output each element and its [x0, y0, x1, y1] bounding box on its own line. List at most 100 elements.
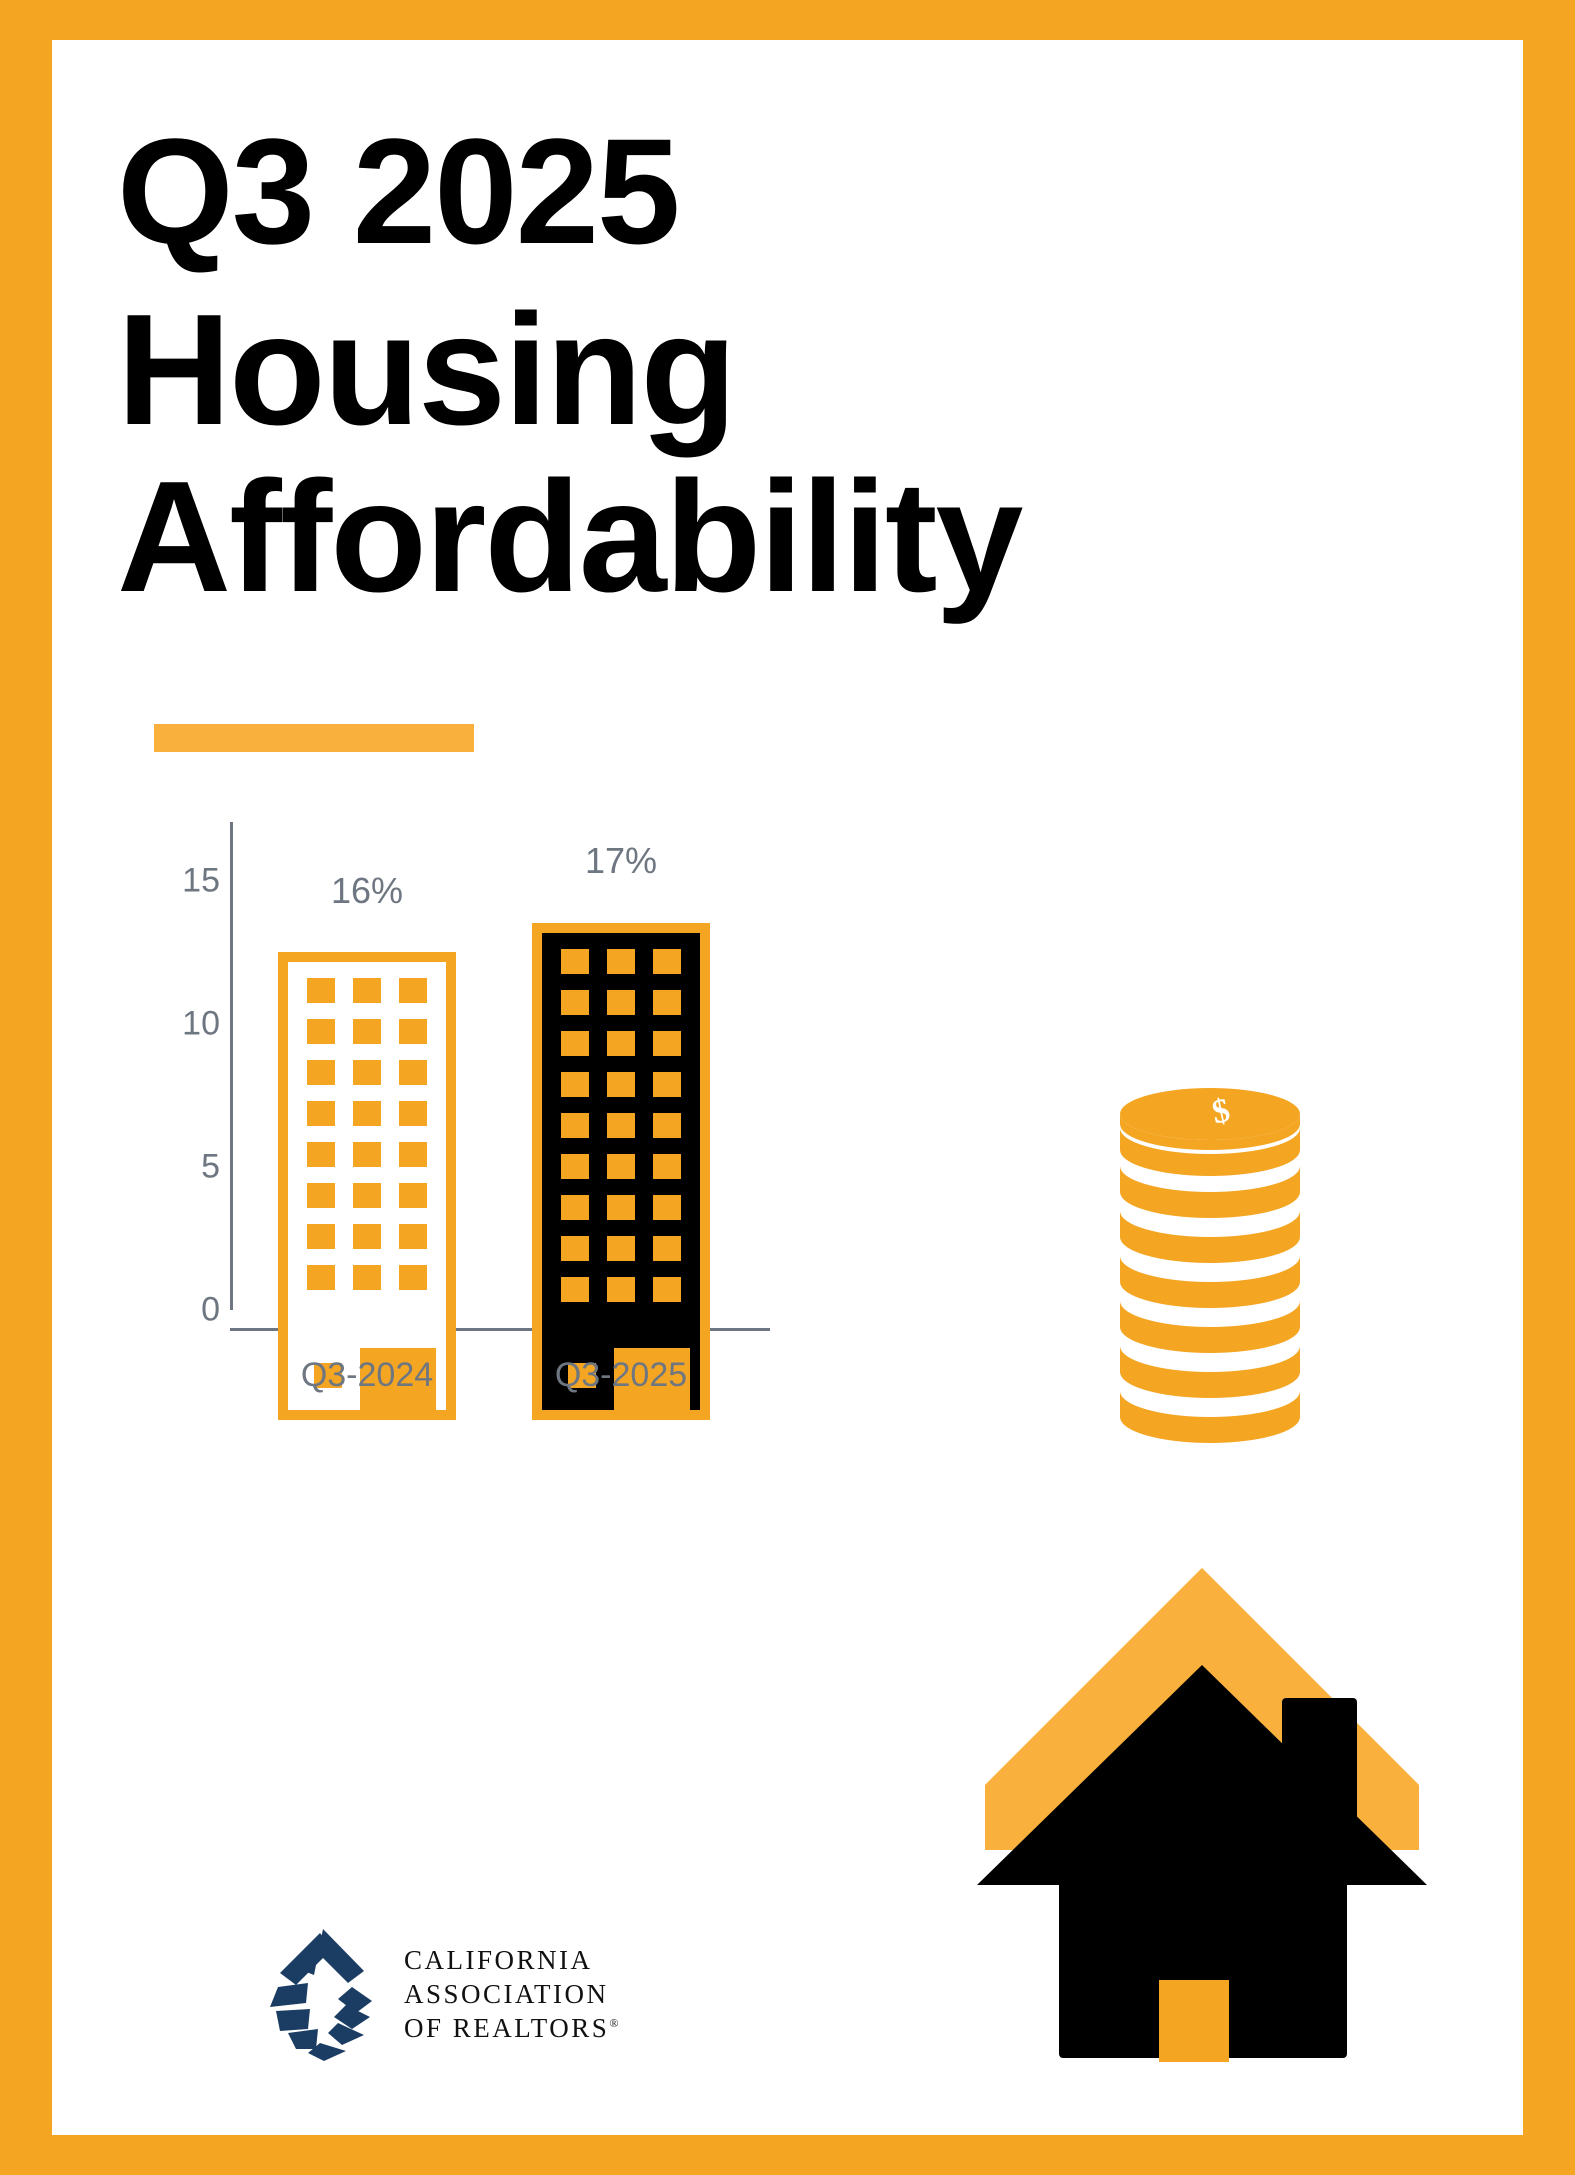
window-icon [399, 978, 427, 1003]
window-icon [307, 1101, 335, 1126]
window-icon [653, 1195, 681, 1220]
window-icon [353, 1019, 381, 1044]
window-icon [399, 1019, 427, 1044]
window-icon [561, 1195, 589, 1220]
coin-stack-icon: $ [1110, 1072, 1310, 1472]
window-icon [653, 1154, 681, 1179]
logo-line-association: ASSOCIATION [404, 1979, 609, 2010]
window-icon [353, 1060, 381, 1085]
y-tick-5: 5 [201, 1147, 220, 1186]
x-label-q3-2024: Q3-2024 [300, 1356, 434, 1394]
window-row [561, 1236, 681, 1261]
window-row [561, 1154, 681, 1179]
poster-inner-card: Q3 2025 Housing Affordability 0 5 10 15 … [52, 40, 1523, 2135]
window-icon [653, 1031, 681, 1056]
entrance-row [288, 1348, 446, 1410]
window-row [307, 1183, 427, 1208]
window-row [561, 1113, 681, 1138]
window-icon [399, 1183, 427, 1208]
window-icon [653, 990, 681, 1015]
window-icon [561, 949, 589, 974]
accent-divider-bar [154, 724, 474, 752]
logo-line-california: CALIFORNIA [404, 1945, 593, 1976]
window-row [307, 1265, 427, 1290]
window-row [561, 1031, 681, 1056]
window-icon [399, 1265, 427, 1290]
bar-value-q3-2024: 16% [330, 870, 404, 911]
window-icon [568, 1363, 596, 1388]
window-icon [607, 1072, 635, 1097]
window-icon [353, 1224, 381, 1249]
window-row [561, 949, 681, 974]
window-icon [307, 1019, 335, 1044]
window-icon [653, 1113, 681, 1138]
x-label-q3-2025: Q3-2025 [554, 1356, 688, 1394]
window-icon [561, 1236, 589, 1261]
y-axis-ticks: 0 5 10 15 [112, 800, 220, 1340]
window-icon [653, 949, 681, 974]
window-row [561, 1072, 681, 1097]
page-title: Q3 2025 Housing Affordability [117, 115, 1457, 618]
registered-mark: ® [609, 2015, 621, 2030]
window-icon [653, 1072, 681, 1097]
window-icon [353, 978, 381, 1003]
title-line-affordability: Affordability [117, 449, 1023, 626]
y-axis-line [230, 822, 233, 1310]
window-icon [399, 1224, 427, 1249]
window-icon [561, 1154, 589, 1179]
y-tick-10: 10 [182, 1004, 220, 1043]
door-icon [360, 1348, 436, 1410]
window-icon [607, 990, 635, 1015]
y-tick-15: 15 [182, 861, 220, 900]
title-line-quarter: Q3 2025 [117, 107, 680, 275]
window-icon [607, 1154, 635, 1179]
window-icon [353, 1101, 381, 1126]
window-icon [399, 1060, 427, 1085]
window-row [561, 990, 681, 1015]
window-icon [653, 1277, 681, 1302]
window-icon [607, 1277, 635, 1302]
window-icon [561, 990, 589, 1015]
window-row [307, 1142, 427, 1167]
bar-value-q3-2025: 17% [584, 840, 658, 881]
window-icon [353, 1265, 381, 1290]
window-icon [607, 1113, 635, 1138]
window-icon [307, 1183, 335, 1208]
window-row [307, 978, 427, 1003]
window-icon [307, 1142, 335, 1167]
title-line-housing: Housing [117, 282, 737, 458]
window-row [307, 1224, 427, 1249]
house-icon [967, 1550, 1437, 2090]
window-icon [607, 1195, 635, 1220]
bar-building-light [278, 952, 456, 1420]
window-icon [607, 1236, 635, 1261]
window-icon [314, 1363, 342, 1388]
window-icon [607, 1031, 635, 1056]
window-icon [561, 1031, 589, 1056]
window-row [307, 1101, 427, 1126]
bar-building-dark [532, 923, 710, 1420]
window-row [561, 1277, 681, 1302]
window-icon [653, 1236, 681, 1261]
window-icon [399, 1142, 427, 1167]
window-row [307, 1060, 427, 1085]
window-icon [307, 978, 335, 1003]
door-icon [614, 1348, 690, 1410]
window-icon [561, 1072, 589, 1097]
window-icon [607, 949, 635, 974]
window-row [307, 1019, 427, 1044]
bar-q3-2025[interactable]: 17% [532, 840, 710, 1420]
logo-line-of-realtors: OF REALTORS [404, 2012, 610, 2043]
x-axis-line [230, 1328, 770, 1331]
window-icon [307, 1265, 335, 1290]
california-association-of-realtors-logo: CALIFORNIA ASSOCIATION OF REALTORS® [260, 1920, 680, 2070]
bar-q3-2024[interactable]: 16% [278, 870, 456, 1420]
affordability-bar-chart: 0 5 10 15 16% [112, 800, 772, 1420]
window-icon [307, 1224, 335, 1249]
window-icon [561, 1113, 589, 1138]
window-icon [353, 1142, 381, 1167]
car-logo-mark-icon [260, 1925, 386, 2065]
y-tick-0: 0 [201, 1290, 220, 1329]
entrance-row [542, 1348, 700, 1410]
